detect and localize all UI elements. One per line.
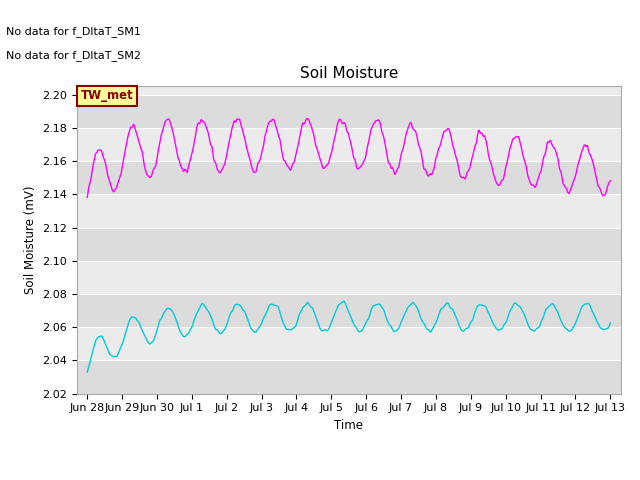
Bar (77, 360, 621, 394)
Y-axis label: Soil Moisture (mV): Soil Moisture (mV) (24, 186, 36, 294)
Bar (77, 161, 621, 194)
Text: No data for f_DltaT_SM2: No data for f_DltaT_SM2 (6, 49, 141, 60)
Bar (77, 228, 621, 261)
Text: No data for f_DltaT_SM1: No data for f_DltaT_SM1 (6, 25, 141, 36)
Bar (77, 95, 621, 128)
X-axis label: Time: Time (334, 419, 364, 432)
Title: Soil Moisture: Soil Moisture (300, 66, 398, 81)
Bar (77, 294, 621, 327)
Bar (77, 261, 621, 294)
Bar (77, 128, 621, 161)
Text: TW_met: TW_met (81, 89, 134, 102)
Bar (77, 327, 621, 360)
Bar (77, 194, 621, 228)
